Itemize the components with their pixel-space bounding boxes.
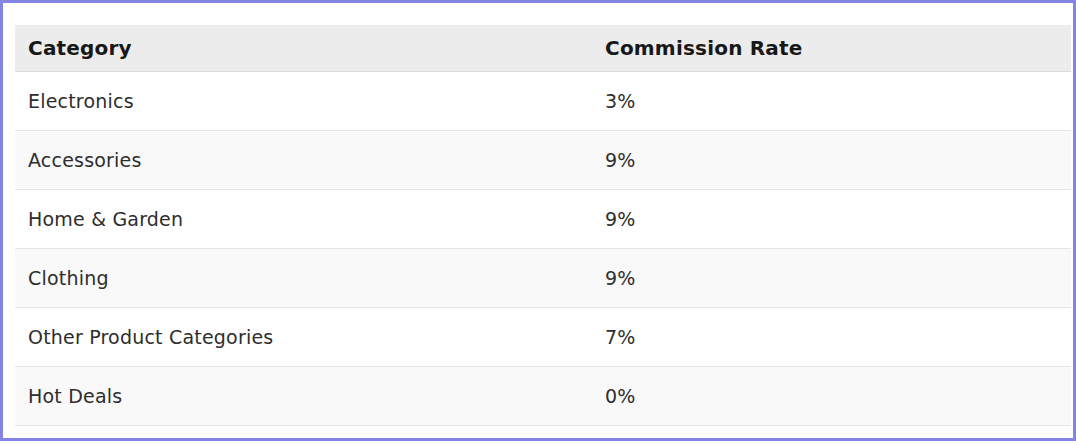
category-cell: Hot Deals	[15, 385, 605, 407]
table-row-home-garden: Home & Garden 9%	[15, 190, 1071, 249]
category-cell: Accessories	[15, 149, 605, 171]
category-cell: Clothing	[15, 267, 605, 289]
rate-cell: 3%	[605, 90, 1071, 112]
table-header-row: Category Commission Rate	[15, 25, 1071, 72]
table-row-hot-deals: Hot Deals 0%	[15, 367, 1071, 426]
table-row-electronics: Electronics 3%	[15, 72, 1071, 131]
column-header-commission-rate: Commission Rate	[605, 36, 1071, 60]
category-cell: Other Product Categories	[15, 326, 605, 348]
element-highlight-border: Category Commission Rate Electronics 3% …	[0, 0, 1076, 441]
table-row-clothing: Clothing 9%	[15, 249, 1071, 308]
category-cell: Electronics	[15, 90, 605, 112]
column-header-category: Category	[15, 36, 605, 60]
rate-cell: 9%	[605, 267, 1071, 289]
table-row-other-product-categories: Other Product Categories 7%	[15, 308, 1071, 367]
category-cell: Home & Garden	[15, 208, 605, 230]
table-row-accessories: Accessories 9%	[15, 131, 1071, 190]
rate-cell: 9%	[605, 208, 1071, 230]
rate-cell: 0%	[605, 385, 1071, 407]
commission-rates-table: Category Commission Rate Electronics 3% …	[15, 25, 1071, 426]
rate-cell: 7%	[605, 326, 1071, 348]
rate-cell: 9%	[605, 149, 1071, 171]
